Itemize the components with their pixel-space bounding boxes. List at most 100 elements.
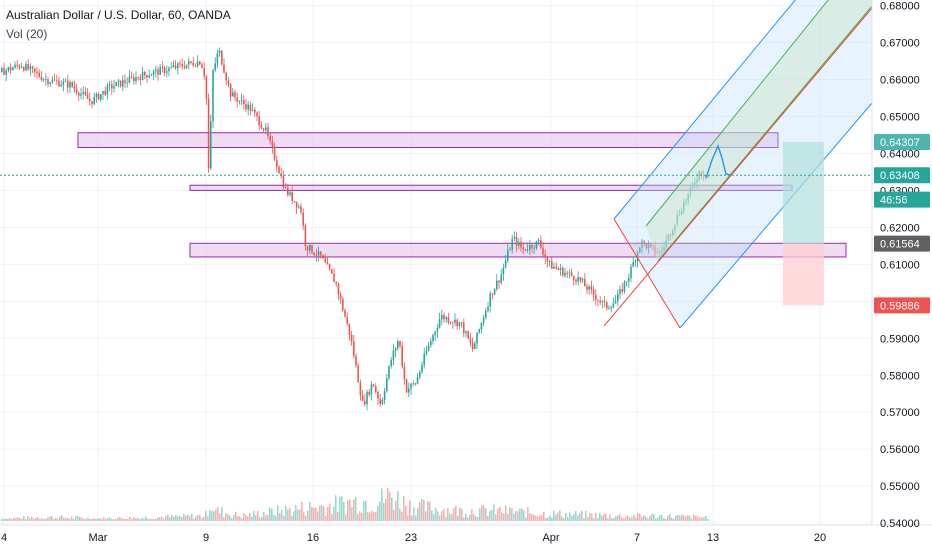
- volume-bar: [281, 510, 283, 521]
- volume-bar: [83, 518, 85, 521]
- candle-body: [342, 298, 344, 311]
- volume-bar: [643, 515, 645, 521]
- volume-bar: [543, 511, 545, 521]
- volume-bar: [633, 514, 635, 521]
- volume-bar: [419, 502, 421, 521]
- volume-bar: [87, 517, 89, 521]
- candle-body: [405, 379, 408, 393]
- volume-bar: [253, 510, 255, 521]
- volume-bar: [591, 513, 593, 521]
- volume-bar: [149, 519, 151, 521]
- candle-body: [568, 272, 571, 274]
- volume-bar: [71, 516, 73, 521]
- volume-bar: [577, 515, 579, 521]
- volume-bar: [327, 506, 329, 521]
- candle-body: [31, 66, 34, 69]
- volume-bar: [195, 516, 197, 521]
- candle-body: [449, 322, 452, 324]
- candle-body: [179, 63, 181, 65]
- candle-body: [570, 272, 573, 276]
- volume-bar: [689, 515, 691, 521]
- candle-body: [535, 241, 538, 248]
- volume-bar: [19, 517, 21, 521]
- candle-body: [122, 80, 124, 87]
- volume-bar: [559, 510, 561, 521]
- time-tick-label: Mar: [89, 532, 108, 544]
- candle-body: [159, 67, 161, 75]
- candle-body: [414, 383, 417, 385]
- volume-bar: [103, 517, 105, 521]
- volume-bar: [275, 516, 277, 521]
- candle-body: [227, 80, 230, 85]
- volume-bar: [667, 515, 669, 521]
- candle-body: [643, 240, 645, 244]
- volume-bar: [403, 495, 405, 521]
- volume-bar: [387, 488, 389, 521]
- candle-body: [335, 281, 337, 284]
- volume-bar: [405, 505, 407, 521]
- volume-bar: [49, 516, 51, 521]
- candle-body: [306, 246, 309, 251]
- volume-bar: [289, 508, 291, 521]
- candle-body: [91, 101, 93, 105]
- volume-bar: [55, 517, 57, 521]
- volume-bar: [573, 513, 575, 521]
- candle-body: [390, 359, 392, 366]
- candle-body: [665, 240, 667, 248]
- candle-body: [599, 300, 601, 303]
- candle-body: [656, 252, 659, 254]
- candle-body: [80, 93, 82, 96]
- price-tick-label: 0.56000: [880, 444, 920, 456]
- volume-indicator-label[interactable]: Vol (20): [6, 27, 48, 41]
- candle-body: [23, 67, 25, 71]
- volume-bar: [193, 519, 195, 521]
- candle-body: [260, 125, 263, 129]
- volume-bar: [423, 499, 425, 521]
- candle-body: [680, 211, 683, 215]
- candle-body: [273, 147, 276, 160]
- volume-bar: [529, 513, 531, 521]
- candle-body: [379, 398, 381, 404]
- volume-bar: [379, 501, 381, 521]
- volume-bar: [211, 510, 213, 521]
- volume-bar: [673, 518, 675, 521]
- candle-body: [394, 348, 397, 351]
- volume-bar: [459, 507, 461, 521]
- volume-bar: [13, 517, 15, 521]
- candle-body: [102, 91, 104, 95]
- volume-bar: [133, 517, 135, 521]
- candle-body: [548, 261, 551, 262]
- volume-bar: [51, 515, 53, 521]
- volume-bar: [157, 517, 159, 521]
- volume-bar: [27, 515, 29, 521]
- volume-bar: [197, 515, 199, 521]
- volume-bar: [325, 516, 327, 521]
- volume-bar: [623, 518, 625, 521]
- candle-body: [234, 92, 236, 98]
- candle-body: [51, 79, 54, 83]
- candle-body: [34, 68, 36, 72]
- volume-bar: [509, 507, 511, 521]
- candle-body: [447, 317, 450, 323]
- volume-bar: [181, 516, 183, 521]
- volume-bar: [207, 516, 209, 521]
- price-label-badge: [874, 191, 930, 208]
- candle-body: [465, 331, 467, 334]
- candle-body: [205, 76, 208, 99]
- volume-bar: [313, 507, 315, 521]
- candle-body: [139, 77, 142, 80]
- candle-body: [663, 247, 665, 252]
- volume-bar: [485, 508, 487, 521]
- volume-bar: [451, 513, 453, 521]
- volume-bar: [185, 515, 187, 521]
- symbol-title[interactable]: Australian Dollar / U.S. Dollar, 60, OAN…: [6, 8, 231, 22]
- volume-bar: [545, 517, 547, 521]
- candle-body: [361, 395, 364, 401]
- time-tick-label: 9: [203, 532, 209, 544]
- candle-body: [291, 192, 293, 202]
- candle-body: [42, 79, 45, 81]
- volume-bar: [21, 519, 23, 521]
- candle-body: [326, 262, 329, 265]
- candle-body: [221, 50, 223, 65]
